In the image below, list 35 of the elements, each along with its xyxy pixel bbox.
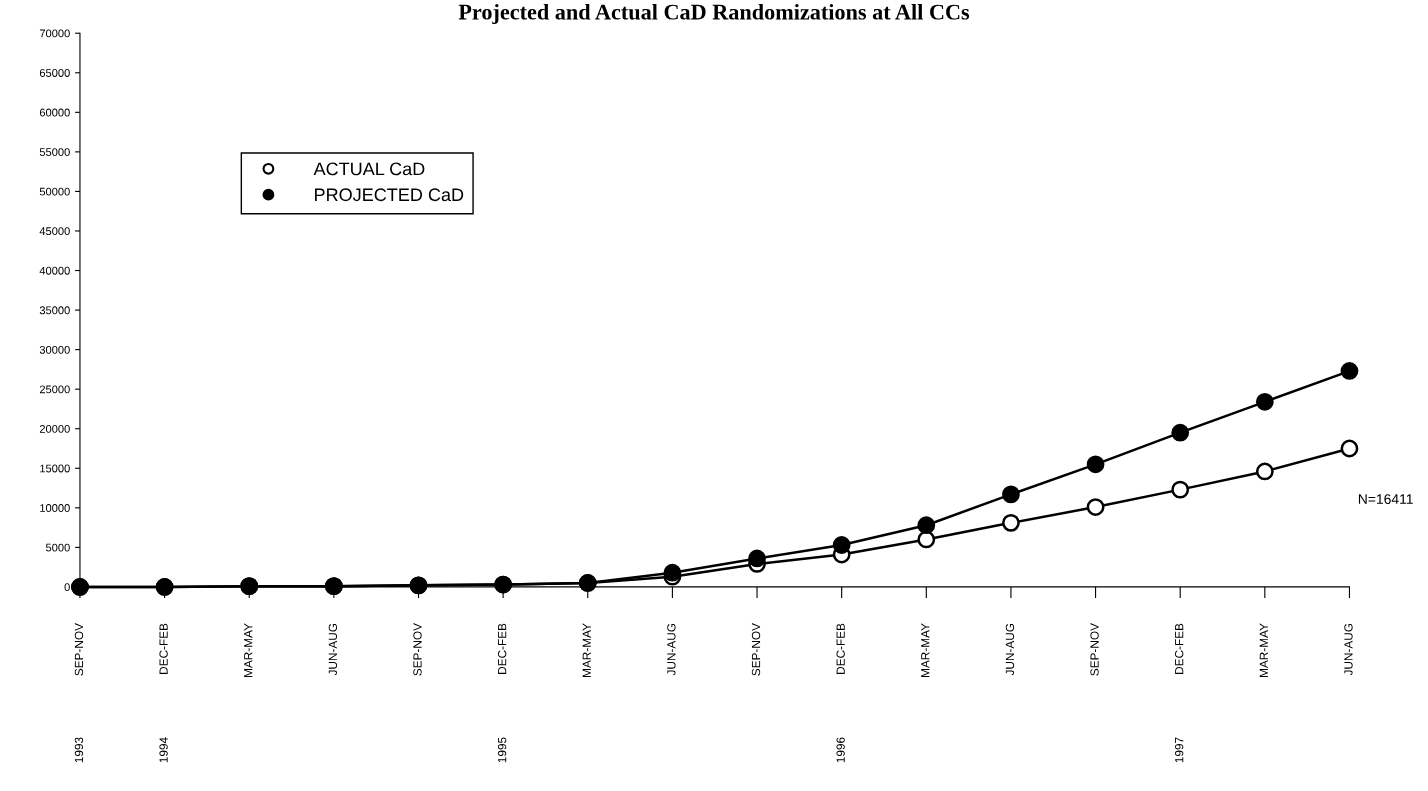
x-tick-label: JUN-AUG [328,623,338,676]
category-label: SEP-NOV 1993 [74,623,84,763]
x-tick-label: JUN-AUG [1344,623,1353,676]
category-label: DEC-FEB 1995 [497,623,507,763]
y-tick-label: 65000 [39,69,70,77]
y-tick-label: 70000 [39,29,70,38]
y-tick-label: 0 [64,583,70,592]
y-tick-label: 15000 [40,464,70,473]
category-label: DEC-FEB 1994 [159,623,168,763]
x-tick-label: MAR-MAY [582,623,591,677]
x-tick-label: SEP-NOV [751,623,761,676]
y-tick-label: 40000 [39,266,70,275]
y-tick-label: 30000 [39,345,70,354]
legend-label: PROJECTED CaD [315,188,464,202]
y-tick-label: 50000 [39,187,70,196]
legend-label: ACTUAL CaD [313,162,425,176]
x-tick-label: SEP-NOV [1090,623,1099,676]
y-tick-label: 35000 [39,306,70,315]
x-tick-label: MAR-MAY [921,623,930,677]
y-tick-label: 45000 [39,227,70,236]
x-tick-label: JUN-AUG [1005,623,1015,676]
y-tick-label: 25000 [39,385,70,394]
y-tick-label: 5000 [45,543,70,552]
y-tick-label: 20000 [39,424,70,433]
x-tick-label: MAR-MAY [244,623,253,677]
y-tick-label: 55000 [39,148,70,157]
x-tick-label: MAR-MAY [1259,623,1268,677]
x-tick-label: JUN-AUG [667,623,676,676]
y-tick-label: 10000 [40,504,70,512]
category-label: DEC-FEB 1996 [836,623,845,763]
x-tick-label: SEP-NOV [413,623,422,676]
text: N=16411 [1358,494,1413,504]
chart-title: Projected and Actual CaD Randomizations at All CCs [458,3,970,25]
y-tick-label: 60000 [39,108,70,117]
category-label: DEC-FEB 1997 [1175,623,1184,763]
